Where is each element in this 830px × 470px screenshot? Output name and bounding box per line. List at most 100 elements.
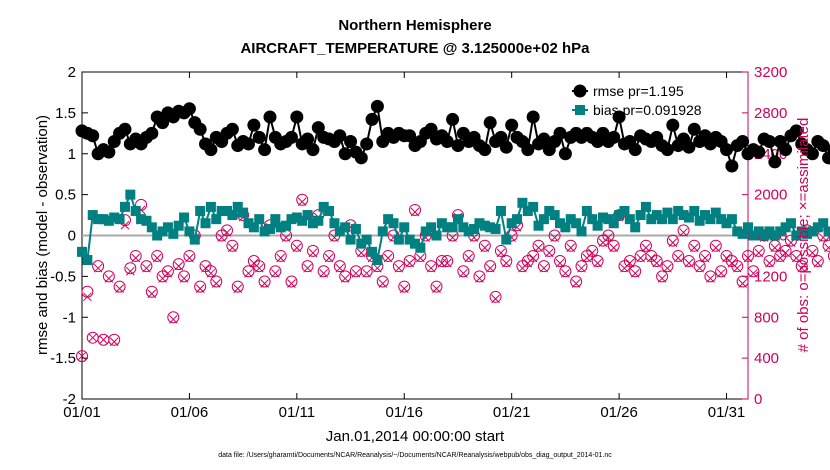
data-point [629, 265, 642, 278]
data-point [275, 222, 286, 233]
data-point [797, 263, 807, 273]
data-point [828, 230, 830, 241]
data-point [687, 122, 701, 136]
data-point [688, 239, 701, 252]
data-point [753, 226, 764, 237]
data-point [281, 220, 292, 231]
data-point [146, 222, 157, 233]
data-point [370, 99, 384, 113]
data-point [747, 265, 760, 278]
data-point [247, 118, 261, 132]
data-point [271, 268, 280, 278]
data-point [231, 280, 244, 293]
data-point [660, 143, 674, 157]
data-point [195, 284, 205, 293]
y2-axis-label: # of obs: o=possible; ×=assimilated [795, 118, 812, 353]
data-point [432, 284, 441, 293]
x-axis: 01/01 01/06 01/11 01/16 01/21 01/26 01/31 [63, 72, 745, 421]
data-point [109, 212, 120, 223]
data-point [784, 234, 797, 247]
data-point [233, 284, 243, 293]
data-point [765, 258, 774, 268]
data-point [92, 260, 105, 273]
data-point [360, 265, 373, 278]
data-point [168, 314, 178, 324]
series-bias [77, 189, 830, 266]
data-point [296, 193, 309, 206]
data-point [661, 260, 674, 273]
data-point [457, 265, 470, 278]
legend-label: rmse pr=1.195 [593, 83, 684, 99]
data-point [641, 243, 651, 253]
data-point [210, 275, 223, 288]
data-point [700, 253, 710, 263]
data-point [736, 134, 750, 148]
data-point [544, 248, 554, 258]
data-point [635, 210, 646, 221]
data-point [297, 197, 307, 207]
data-point [409, 203, 421, 216]
data-point [464, 253, 474, 263]
data-point [672, 249, 685, 262]
data-point [172, 258, 185, 271]
data-point [824, 243, 830, 253]
y2-tick-label: 2000 [754, 187, 787, 204]
data-point [303, 263, 312, 273]
data-point [333, 129, 347, 143]
data-point [678, 210, 689, 221]
data-point [383, 214, 394, 225]
data-point [287, 279, 296, 288]
data-point [677, 224, 690, 237]
data-point [441, 255, 454, 268]
data-point [657, 214, 668, 225]
data-point [344, 134, 358, 148]
data-point [173, 220, 184, 231]
data-point [77, 351, 87, 361]
y-tick-label: 0.5 [55, 187, 76, 204]
data-point [501, 258, 511, 268]
data-point [451, 139, 465, 153]
data-point [548, 229, 561, 242]
data-point [324, 253, 334, 263]
data-point [152, 253, 162, 263]
data-point [185, 253, 194, 263]
data-point [426, 263, 436, 273]
data-point [732, 263, 742, 273]
data-point [228, 243, 237, 253]
data-point [469, 223, 480, 234]
data-point [446, 112, 460, 126]
data-point [683, 212, 694, 223]
data-point [211, 279, 221, 288]
data-point [538, 214, 549, 225]
series-rmse [75, 99, 830, 173]
data-point [297, 215, 308, 226]
data-point [195, 205, 206, 216]
data-point [102, 270, 115, 283]
data-point [743, 253, 753, 263]
data-point [163, 268, 173, 278]
data-point [663, 263, 672, 273]
data-point [276, 253, 286, 263]
data-point [338, 147, 352, 161]
data-point [640, 201, 651, 212]
data-point [392, 260, 405, 273]
data-point [725, 159, 739, 173]
data-point [789, 124, 803, 138]
legend: rmse pr=1.195 bias pr=0.091928 [572, 83, 702, 118]
data-point [360, 137, 374, 151]
data-point [736, 275, 749, 288]
data-point [182, 102, 196, 116]
data-point [827, 144, 830, 155]
data-point [87, 210, 98, 221]
data-point [174, 261, 184, 271]
data-point [534, 243, 543, 253]
data-point [813, 258, 823, 268]
data-point [689, 243, 699, 253]
x-tick-label: 01/16 [385, 404, 423, 421]
data-point [448, 233, 457, 242]
data-point [442, 222, 453, 233]
data-point [639, 239, 652, 252]
data-point [216, 205, 227, 216]
data-point [494, 244, 507, 257]
data-point [571, 218, 582, 229]
